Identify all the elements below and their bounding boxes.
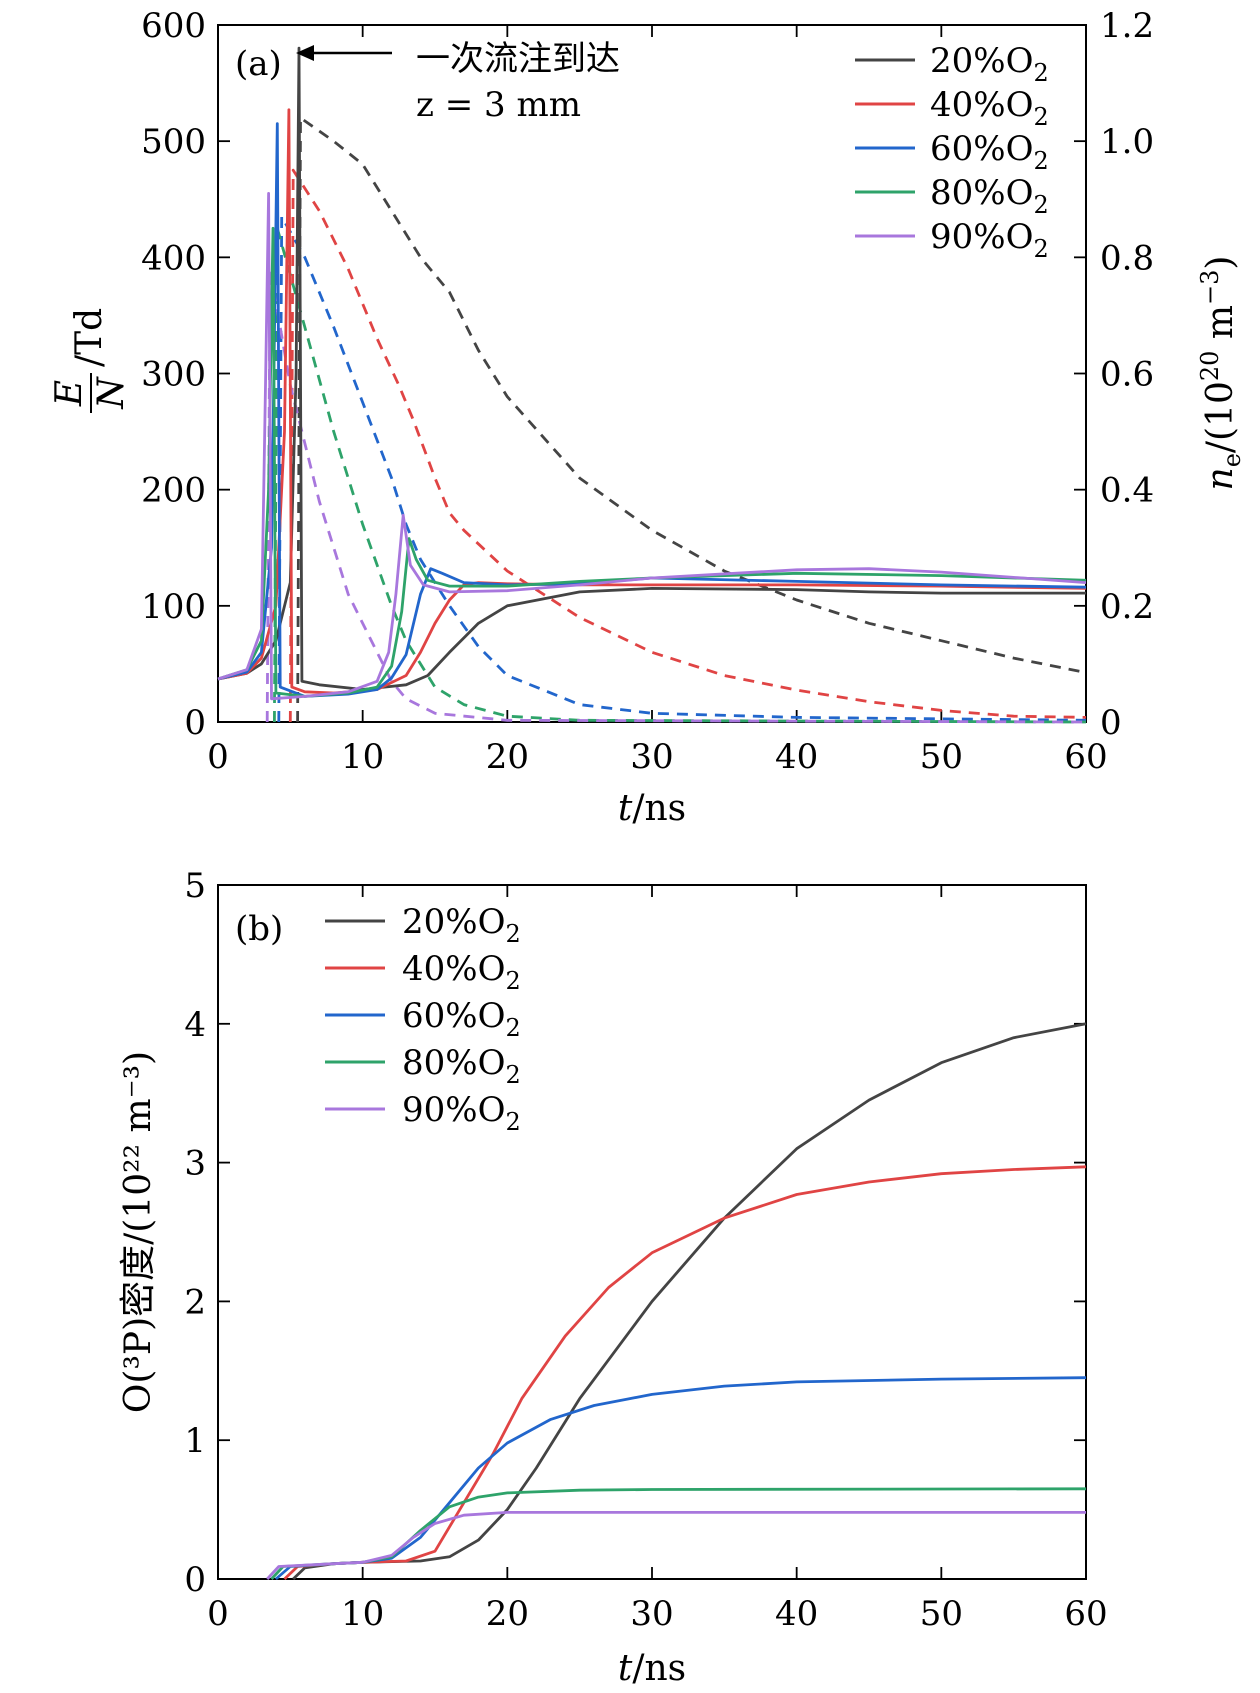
panel-b-y-ticks: 0 1 2 3 4 5 [184, 866, 1086, 1600]
panel-b-o3p-density-curves [266, 1022, 1087, 1581]
ne-curve-80pct-o2 [273, 226, 1087, 724]
panel-a-right-y-tick-label: 0.4 [1100, 471, 1154, 511]
legend-label: 60%O2 [930, 129, 1049, 175]
ne-curve-40pct-o2 [288, 168, 1087, 723]
panel-a-right-y-tick-label: 0.2 [1100, 587, 1154, 627]
panel-b-x-tick-label: 10 [341, 1594, 384, 1634]
panel-a-x-tick-label: 20 [486, 737, 529, 777]
panel-a-left-y-tick-label: 0 [184, 703, 206, 743]
svg-text:/Td: /Td [69, 308, 110, 367]
panel-a-right-y-tick-label: 0 [1100, 703, 1122, 743]
panel-a-right-y-tick-label: 1.0 [1100, 122, 1154, 162]
panel-b-y-tick-label: 5 [184, 866, 206, 906]
legend-label: 40%O2 [930, 85, 1049, 131]
position-annotation: z = 3 mm [416, 85, 581, 125]
en-curve-90pct-o2 [217, 192, 1087, 701]
panel-b-y-tick-label: 0 [184, 1560, 206, 1600]
streamer-arrow-head [296, 45, 314, 61]
legend-label: 40%O2 [402, 949, 521, 995]
ne-curve-20pct-o2 [296, 116, 1087, 723]
panel-a-left-y-tick-label: 200 [141, 471, 206, 511]
panel-a-y-label-right: ne/(1020 m−3) [1196, 256, 1246, 491]
panel-a-y-ticks-left: 0 100 200 300 400 500 600 [141, 6, 230, 743]
panel-a-electron-density-curves [265, 116, 1087, 724]
panel-b-x-tick-label: 50 [920, 1594, 963, 1634]
legend-label: 20%O2 [402, 902, 521, 948]
svg-text:ne/(1020 m−3): ne/(1020 m−3) [1196, 256, 1246, 491]
o3p-curve-80pct-o2 [270, 1487, 1087, 1580]
legend-label: 80%O2 [402, 1043, 521, 1089]
panel-a-y-label-left: E N /Td [49, 308, 132, 413]
panel-b-x-tick-label: 30 [630, 1594, 673, 1634]
panel-b-x-tick-label: 20 [486, 1594, 529, 1634]
panel-a-reduced-field-curves [217, 46, 1087, 701]
panel-b-x-tick-label: 40 [775, 1594, 818, 1634]
panel-b-x-ticks: 0 10 20 30 40 50 60 [207, 885, 1108, 1634]
o3p-curve-40pct-o2 [283, 1165, 1087, 1581]
panel-a-x-tick-label: 60 [1064, 737, 1107, 777]
panel-a-left-y-tick-label: 300 [141, 355, 206, 395]
panel-a-label: (a) [235, 44, 282, 84]
panel-a-right-y-tick-label: 1.2 [1100, 6, 1154, 46]
panel-a-x-tick-label: 30 [630, 737, 673, 777]
panel-a-x-tick-label: 0 [207, 737, 229, 777]
panel-a-right-y-tick-label: 0.8 [1100, 238, 1154, 278]
ne-curve-60pct-o2 [277, 215, 1087, 723]
panel-b-frame [217, 884, 1087, 1580]
panel-b-y-tick-label: 1 [184, 1421, 206, 1461]
ne-curve-90pct-o2 [265, 267, 1087, 724]
panel-b-y-tick-label: 2 [184, 1282, 206, 1322]
legend-label: 90%O2 [402, 1090, 521, 1136]
panel-a-y-ticks-right: 0 0.2 0.4 0.6 0.8 1.0 1.2 [1074, 6, 1154, 743]
en-curve-80pct-o2 [217, 226, 1087, 698]
legend-label: 20%O2 [930, 41, 1049, 87]
legend-label: 90%O2 [930, 217, 1049, 263]
panel-a-x-tick-label: 10 [341, 737, 384, 777]
panel-a-right-y-tick-label: 0.6 [1100, 355, 1154, 395]
panel-a-left-y-tick-label: 600 [141, 6, 206, 46]
panel-b-y-label: O(³P)密度/(10²² m⁻³) [118, 1051, 159, 1413]
panel-a-left-y-tick-label: 400 [141, 238, 206, 278]
panel-b-x-label: t/ns [618, 1648, 686, 1689]
o3p-curve-90pct-o2 [266, 1511, 1086, 1580]
panel-b-x-tick-label: 0 [207, 1594, 229, 1634]
panel-b-x-tick-label: 60 [1064, 1594, 1107, 1634]
panel-a-x-label: t/ns [618, 788, 686, 829]
streamer-arrival-annotation: 一次流注到达 [416, 39, 620, 79]
panel-a-x-tick-label: 40 [775, 737, 818, 777]
legend-label: 80%O2 [930, 173, 1049, 219]
panel-a-x-tick-label: 50 [920, 737, 963, 777]
svg-text:E: E [49, 380, 90, 407]
panel-a-x-ticks: 0 10 20 30 40 50 60 [207, 25, 1108, 777]
panel-b-label: (b) [235, 909, 283, 949]
panel-b: 0 10 20 30 40 50 60 0 1 2 3 4 5 (b) 20%O240%O260%O2… [118, 866, 1108, 1689]
panel-a-left-y-tick-label: 500 [141, 122, 206, 162]
panel-a-left-y-tick-label: 100 [141, 587, 206, 627]
panel-b-y-tick-label: 3 [184, 1144, 206, 1184]
svg-text:N: N [91, 376, 132, 410]
legend-label: 60%O2 [402, 996, 521, 1042]
panel-b-y-tick-label: 4 [184, 1005, 206, 1045]
panel-a: 0 10 20 30 40 50 60 0 100 200 300 400 500 600 0 0.2 0.… [49, 6, 1246, 829]
